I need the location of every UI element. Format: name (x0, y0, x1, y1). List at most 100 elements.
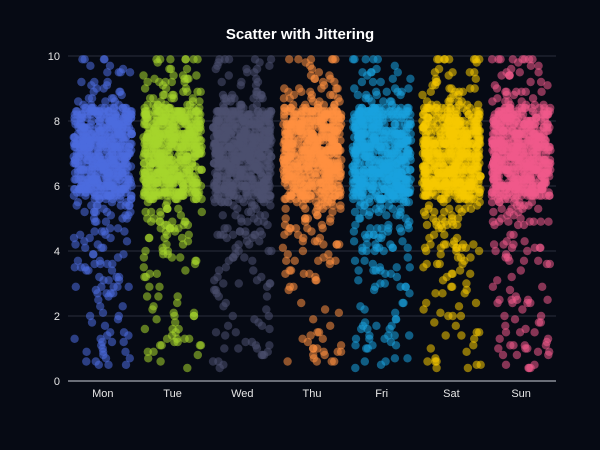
data-point (351, 165, 360, 174)
data-point (178, 129, 187, 139)
data-point (350, 256, 360, 265)
data-point (100, 55, 109, 64)
data-point (456, 311, 466, 321)
data-point (472, 120, 481, 129)
data-point (192, 194, 201, 204)
data-point (124, 123, 134, 132)
data-point (510, 149, 520, 158)
data-point (189, 55, 198, 64)
data-point (262, 292, 272, 301)
data-point (507, 126, 516, 135)
data-point (430, 318, 439, 327)
data-point (157, 191, 167, 200)
data-point (173, 292, 182, 301)
data-point (255, 237, 264, 246)
data-point (193, 350, 202, 360)
data-point (309, 354, 318, 363)
y-tick-label-4: 4 (54, 246, 60, 258)
data-point (234, 240, 243, 249)
data-point (260, 211, 270, 220)
data-point (361, 152, 370, 161)
data-point (298, 246, 308, 256)
data-point (215, 152, 224, 161)
data-point (121, 142, 131, 152)
data-point (281, 269, 290, 278)
data-point (528, 191, 537, 200)
data-point (470, 334, 479, 343)
data-point (168, 324, 177, 334)
data-point (302, 133, 311, 142)
series-thu (278, 55, 346, 366)
data-point (153, 100, 163, 110)
data-point (241, 146, 251, 155)
data-point (372, 64, 381, 74)
data-point (401, 282, 410, 291)
data-point (118, 159, 128, 168)
data-point (398, 237, 407, 246)
data-point (314, 68, 324, 77)
data-point (448, 282, 457, 291)
data-point (181, 155, 190, 165)
series-fri (348, 55, 416, 373)
data-point (372, 90, 381, 100)
data-point (531, 110, 540, 119)
data-point (399, 126, 408, 135)
data-point (431, 357, 440, 366)
data-point (328, 172, 337, 181)
data-point (174, 324, 183, 334)
data-point (119, 328, 129, 337)
data-point (93, 289, 102, 298)
data-point (85, 136, 94, 145)
data-point (326, 321, 335, 330)
data-point (352, 175, 361, 184)
data-point (459, 168, 468, 178)
data-point (358, 110, 367, 119)
data-point (421, 120, 431, 129)
data-point (293, 175, 302, 184)
data-point (441, 331, 450, 340)
data-point (534, 204, 543, 213)
data-point (103, 77, 112, 87)
data-point (218, 172, 227, 181)
data-point (171, 113, 180, 123)
data-point (403, 253, 412, 262)
data-point (122, 237, 132, 246)
data-point (281, 204, 290, 213)
data-point (283, 250, 292, 259)
data-point (333, 126, 342, 135)
data-point (382, 87, 391, 97)
data-point (332, 84, 341, 93)
data-point (109, 94, 118, 103)
data-point (99, 243, 108, 252)
data-point (438, 276, 448, 285)
data-point (329, 113, 338, 123)
data-point (223, 321, 233, 330)
data-point (140, 103, 149, 113)
data-point (279, 94, 289, 103)
data-point (474, 100, 483, 110)
data-point (354, 276, 363, 285)
data-point (350, 84, 359, 93)
data-point (523, 246, 532, 256)
data-point (520, 188, 529, 197)
data-point (403, 243, 412, 252)
data-point (125, 354, 134, 363)
data-point (219, 279, 228, 288)
data-point (488, 282, 498, 291)
data-point (507, 204, 516, 213)
data-point (353, 90, 363, 100)
data-point (209, 123, 218, 132)
data-point (153, 139, 162, 148)
data-point (460, 191, 469, 200)
data-point (312, 198, 321, 207)
data-point (155, 282, 164, 291)
data-point (77, 77, 86, 87)
data-point (257, 350, 266, 360)
data-point (369, 55, 378, 64)
data-point (326, 90, 335, 100)
data-point (248, 133, 257, 142)
data-point (307, 155, 317, 165)
data-point (539, 100, 548, 110)
data-point (103, 68, 112, 77)
data-point (218, 211, 227, 220)
